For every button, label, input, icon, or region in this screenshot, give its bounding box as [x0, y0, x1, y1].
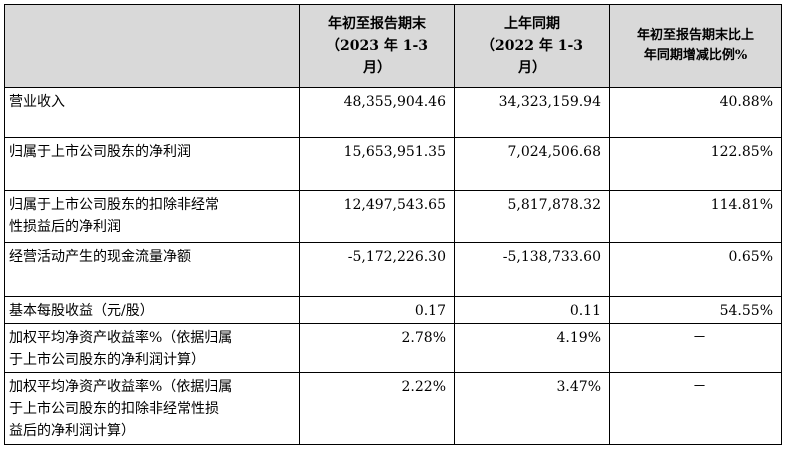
prior-value: 5,817,878.32	[454, 190, 610, 243]
change-value: 40.88%	[609, 87, 782, 138]
row-label: 归属于上市公司股东的扣除非经常 性损益后的净利润	[4, 190, 300, 243]
current-value: 0.17	[299, 296, 455, 324]
label-line: 性损益后的净利润	[9, 219, 121, 235]
change-value: 54.55%	[609, 296, 782, 324]
label-line: 归属于上市公司股东的净利润	[9, 144, 191, 160]
prior-value: 4.19%	[454, 323, 610, 373]
table-row: 营业收入 48,355,904.46 34,323,159.94 40.88%	[4, 87, 782, 138]
row-label: 加权平均净资产收益率%（依据归属 于上市公司股东的扣除非经常性损 益后的净利润计…	[4, 372, 300, 445]
change-value: 0.65%	[609, 242, 782, 297]
prior-value: 7,024,506.68	[454, 137, 610, 191]
table-row: 经营活动产生的现金流量净额 -5,172,226.30 -5,138,733.6…	[4, 242, 782, 297]
dash-mark: －	[692, 330, 707, 346]
row-label: 基本每股收益（元/股）	[4, 296, 300, 324]
table-row: 加权平均净资产收益率%（依据归属 于上市公司股东的净利润计算） 2.78% 4.…	[4, 323, 782, 373]
row-label: 经营活动产生的现金流量净额	[4, 242, 300, 297]
label-line: 经营活动产生的现金流量净额	[9, 249, 191, 265]
label-line: 归属于上市公司股东的扣除非经常	[9, 197, 219, 213]
change-value: 122.85%	[609, 137, 782, 191]
prior-value: 34,323,159.94	[454, 87, 610, 138]
label-line: 营业收入	[9, 94, 65, 110]
header-line: 年初至报告期末	[328, 16, 426, 32]
change-value: －	[609, 323, 782, 373]
row-label: 归属于上市公司股东的净利润	[4, 137, 300, 191]
header-prior-period: 上年同期 （2022 年 1-3 月）	[454, 4, 610, 88]
table-row: 归属于上市公司股东的扣除非经常 性损益后的净利润 12,497,543.65 5…	[4, 190, 782, 243]
row-label: 加权平均净资产收益率%（依据归属 于上市公司股东的净利润计算）	[4, 323, 300, 373]
prior-value: 3.47%	[454, 372, 610, 445]
header-line: 月）	[518, 60, 546, 76]
current-value: 15,653,951.35	[299, 137, 455, 191]
header-current-period: 年初至报告期末 （2023 年 1-3 月）	[299, 4, 455, 88]
label-line: 基本每股收益（元/股）	[9, 303, 154, 319]
change-value: －	[609, 372, 782, 445]
header-empty-cell	[4, 4, 300, 88]
current-value: -5,172,226.30	[299, 242, 455, 297]
label-line: 于上市公司股东的净利润计算）	[9, 352, 205, 368]
prior-value: -5,138,733.60	[454, 242, 610, 297]
header-line: 月）	[363, 60, 391, 76]
header-line: 年同期增减比例%	[643, 48, 748, 63]
table-row: 加权平均净资产收益率%（依据归属 于上市公司股东的扣除非经常性损 益后的净利润计…	[4, 372, 782, 445]
table-header-row: 年初至报告期末 （2023 年 1-3 月） 上年同期 （2022 年 1-3 …	[4, 4, 782, 88]
financial-summary-table: 年初至报告期末 （2023 年 1-3 月） 上年同期 （2022 年 1-3 …	[4, 4, 782, 445]
prior-value: 0.11	[454, 296, 610, 324]
current-value: 12,497,543.65	[299, 190, 455, 243]
current-value: 48,355,904.46	[299, 87, 455, 138]
change-value: 114.81%	[609, 190, 782, 243]
label-line: 加权平均净资产收益率%（依据归属	[9, 379, 233, 395]
header-change-percent: 年初至报告期末比上 年同期增减比例%	[609, 4, 782, 88]
header-line: （2022 年 1-3	[480, 38, 583, 54]
dash-mark: －	[692, 379, 707, 395]
header-line: 年初至报告期末比上	[636, 28, 754, 43]
label-line: 益后的净利润计算）	[9, 423, 135, 439]
header-line: （2023 年 1-3	[325, 38, 428, 54]
row-label: 营业收入	[4, 87, 300, 138]
label-line: 于上市公司股东的扣除非经常性损	[9, 401, 219, 417]
current-value: 2.22%	[299, 372, 455, 445]
header-line: 上年同期	[504, 16, 560, 32]
table-row: 基本每股收益（元/股） 0.17 0.11 54.55%	[4, 296, 782, 324]
table-row: 归属于上市公司股东的净利润 15,653,951.35 7,024,506.68…	[4, 137, 782, 191]
label-line: 加权平均净资产收益率%（依据归属	[9, 330, 233, 346]
current-value: 2.78%	[299, 323, 455, 373]
